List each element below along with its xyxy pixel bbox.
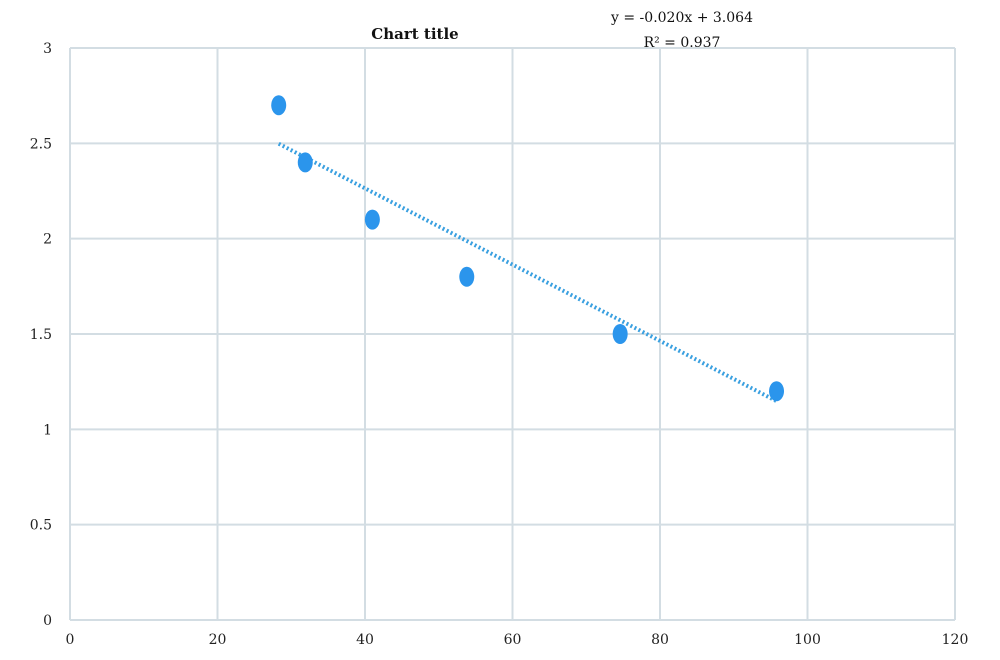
y-tick-label: 0 bbox=[43, 613, 52, 629]
x-tick-label: 60 bbox=[504, 632, 522, 648]
y-tick-label: 2 bbox=[43, 232, 52, 248]
data-points bbox=[271, 95, 785, 402]
trendline-equation: y = -0.020x + 3.064 bbox=[610, 10, 753, 26]
x-tick-label: 120 bbox=[942, 632, 969, 648]
data-point bbox=[769, 381, 785, 402]
data-point bbox=[271, 95, 287, 116]
trendline-layer bbox=[277, 141, 778, 403]
x-tick-label: 0 bbox=[66, 632, 75, 648]
y-tick-label: 1.5 bbox=[30, 327, 52, 343]
y-tick-label: 1 bbox=[43, 422, 52, 438]
data-point bbox=[612, 324, 628, 344]
x-tick-label: 100 bbox=[794, 632, 821, 648]
trendline bbox=[277, 141, 778, 403]
tick-labels: 0 20 40 60 80 100 120 0 0.5 1 1.5 2 2.5 3 bbox=[30, 41, 969, 648]
trendline-r-squared: R² = 0.937 bbox=[644, 35, 721, 51]
x-tick-label: 40 bbox=[356, 632, 374, 648]
x-tick-label: 80 bbox=[651, 632, 669, 648]
y-tick-label: 0.5 bbox=[30, 518, 52, 534]
grid-lines bbox=[69, 47, 956, 621]
data-point bbox=[459, 266, 475, 287]
x-tick-label: 20 bbox=[209, 632, 227, 648]
data-point bbox=[297, 152, 313, 173]
y-tick-label: 3 bbox=[43, 41, 52, 57]
chart-title: Chart title bbox=[371, 25, 458, 43]
y-tick-label: 2.5 bbox=[30, 136, 52, 152]
data-point bbox=[364, 209, 380, 230]
